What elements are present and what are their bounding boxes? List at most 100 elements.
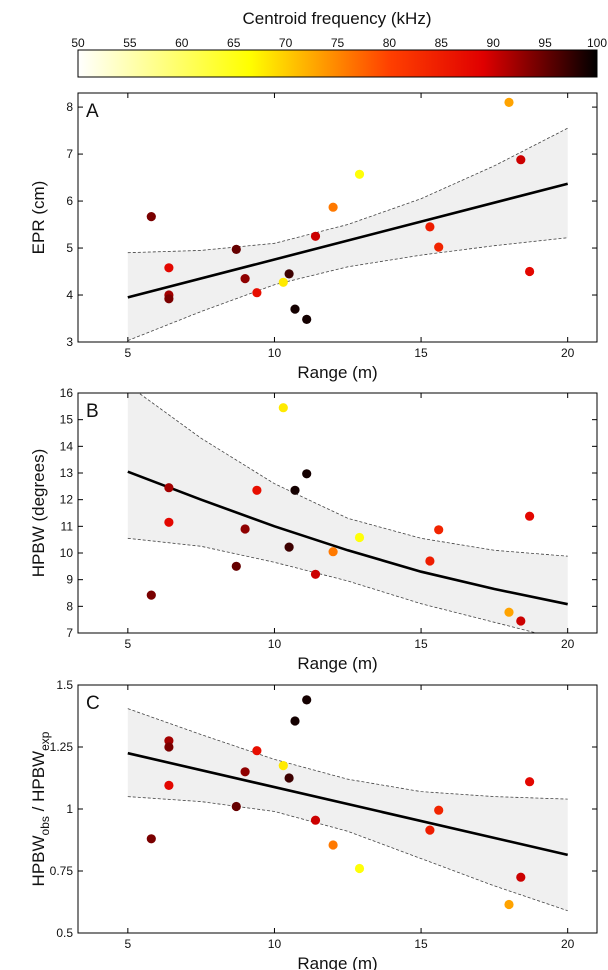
data-point	[252, 288, 262, 298]
colorbar-tick-label: 55	[123, 36, 137, 50]
colorbar-tick-label: 80	[383, 36, 397, 50]
x-axis-label: Range (m)	[297, 363, 377, 382]
data-point	[434, 525, 444, 535]
data-point	[302, 469, 312, 479]
data-point	[290, 716, 300, 726]
data-point	[252, 746, 262, 756]
y-tick-label: 1.5	[56, 678, 73, 692]
y-tick-label: 11	[61, 519, 74, 533]
y-tick-label: 5	[66, 241, 73, 255]
data-point	[504, 899, 514, 910]
ci-upper-line	[138, 393, 568, 557]
data-point	[164, 294, 174, 304]
data-point	[525, 777, 535, 787]
y-tick-label: 8	[66, 599, 73, 613]
y-axis-label-part: HPBW	[29, 835, 48, 886]
data-point	[516, 872, 526, 882]
panel-a: 5 10 15 20 3 4 5 6 7 8 A Range (m) EPR (cm)	[29, 92, 598, 382]
y-tick-label: 3	[66, 335, 73, 349]
y-tick-label: 6	[66, 194, 73, 208]
data-point	[290, 485, 300, 495]
colorbar-tick-labels: 50 55 60 65 70 75 80 85 90 95 100	[71, 36, 607, 50]
data-point	[252, 485, 262, 495]
y-axis-label-subscript: obs	[38, 816, 52, 835]
colorbar-tick-label: 75	[331, 36, 345, 50]
data-point	[425, 222, 435, 232]
y-tick-label: 1.25	[50, 740, 74, 754]
data-point	[278, 761, 288, 771]
y-tick-label: 8	[66, 100, 73, 114]
colorbar-title: Centroid frequency (kHz)	[243, 9, 432, 28]
colorbar-tick-label: 50	[71, 36, 85, 50]
x-tick-label: 20	[561, 346, 575, 360]
plot-frame	[77, 92, 598, 343]
data-point	[284, 773, 294, 783]
x-tick-label: 5	[125, 346, 132, 360]
x-tick-label: 5	[125, 637, 132, 651]
data-point	[328, 202, 338, 212]
x-tick-label: 10	[268, 937, 282, 951]
data-point	[240, 274, 250, 284]
data-point	[525, 266, 535, 277]
x-axis-label: Range (m)	[297, 954, 377, 970]
y-axis-label-part: / HPBW	[29, 751, 48, 816]
data-point	[310, 569, 321, 579]
data-point	[525, 511, 535, 521]
regression-line	[127, 751, 568, 857]
y-axis-label: EPR (cm)	[29, 181, 48, 255]
y-axis-label: HPBW (degrees)	[29, 449, 48, 577]
data-point	[328, 547, 338, 557]
x-tick-label: 5	[125, 937, 132, 951]
x-tick-label: 15	[414, 937, 428, 951]
data-point	[278, 403, 288, 413]
data-point	[302, 695, 312, 705]
colorbar-tick-label: 95	[538, 36, 552, 50]
ci-upper-line	[127, 708, 568, 800]
data-point	[504, 97, 514, 107]
x-tick-label: 10	[268, 637, 282, 651]
y-tick-label: 16	[60, 386, 74, 400]
y-tick-label: 7	[66, 147, 73, 161]
data-point	[164, 517, 174, 527]
x-tick-label: 15	[414, 637, 428, 651]
data-point	[240, 524, 250, 534]
panel-letter: B	[86, 401, 99, 422]
colorbar-tick-label: 85	[435, 36, 449, 50]
data-point	[434, 805, 444, 815]
ci-lower-line	[127, 237, 568, 341]
y-tick-label: 1	[66, 802, 73, 816]
panel-letter: A	[86, 101, 99, 122]
data-point	[164, 263, 174, 273]
data-point	[354, 532, 365, 543]
data-point	[504, 607, 514, 617]
data-point	[310, 231, 321, 241]
y-tick-label: 14	[60, 439, 74, 453]
colorbar-tick-label: 90	[487, 36, 501, 50]
data-point	[278, 277, 288, 287]
panel-c: 5 10 15 20 0.5 0.75 1 1.25 1.5 C Range (m) HPBWobs …	[29, 678, 598, 970]
confidence-band	[127, 128, 568, 341]
data-point	[516, 616, 526, 626]
y-tick-label: 0.75	[50, 864, 74, 878]
y-tick-label: 15	[60, 413, 74, 427]
data-point	[434, 242, 444, 252]
data-point	[302, 314, 312, 324]
data-point	[240, 767, 250, 777]
y-tick-label: 10	[60, 546, 74, 560]
data-point	[164, 780, 174, 791]
data-point	[425, 556, 435, 566]
data-point	[354, 169, 365, 179]
confidence-band	[127, 708, 568, 911]
colorbar: Centroid frequency (kHz) 50 55 60 65 70 75 80 8…	[71, 9, 607, 78]
data-point	[328, 840, 338, 850]
data-point	[310, 815, 321, 825]
data-point	[516, 155, 526, 165]
colorbar-scale	[77, 49, 598, 78]
y-tick-label: 7	[66, 626, 73, 640]
data-point	[284, 542, 294, 552]
ci-upper-line	[127, 127, 568, 254]
data-point	[146, 834, 156, 844]
colorbar-tick-label: 60	[175, 36, 189, 50]
x-tick-label: 20	[561, 637, 575, 651]
